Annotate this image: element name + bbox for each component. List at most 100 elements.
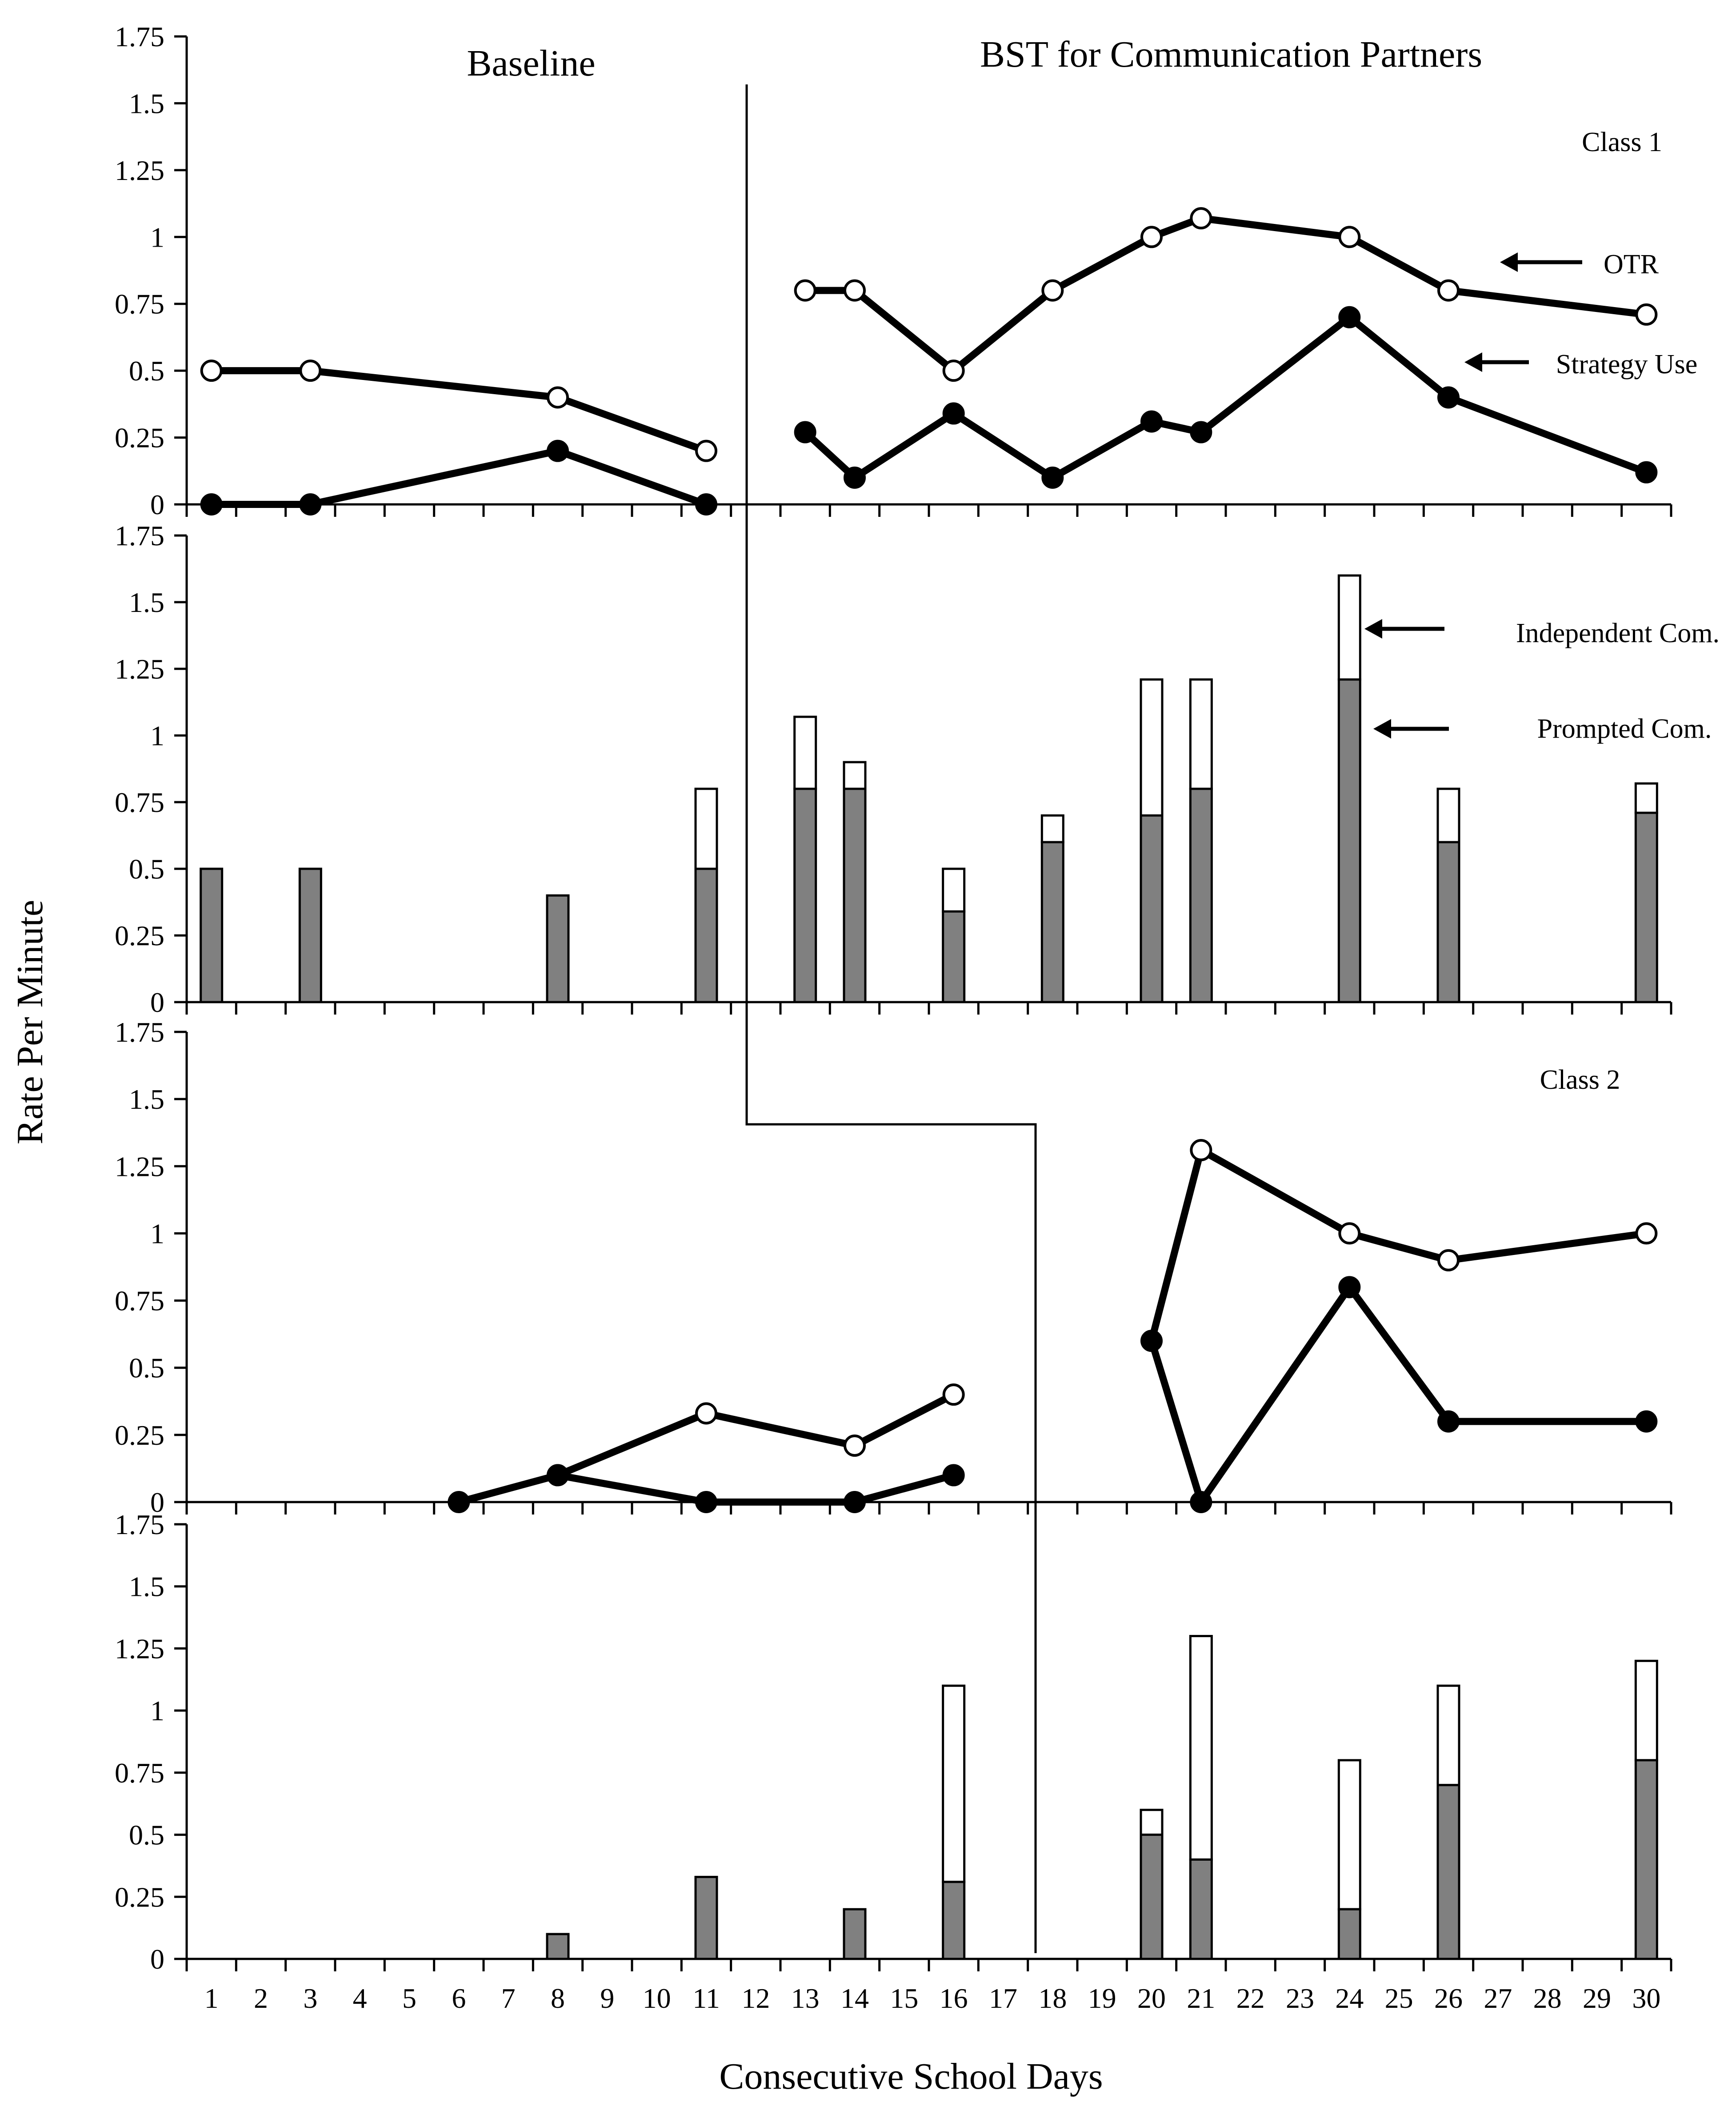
bar-independent-com (942, 1684, 966, 1883)
y-tick-label: 0.25 (115, 1881, 164, 1913)
bar-prompted-com (200, 867, 224, 1003)
data-point-strategy-use (1140, 1330, 1163, 1352)
data-point-otr (1338, 1222, 1361, 1245)
bar-independent-com (1140, 1809, 1164, 1836)
data-point-otr (1190, 1139, 1212, 1162)
data-point-strategy-use (1041, 466, 1064, 489)
x-tick-label: 13 (791, 1982, 820, 2014)
data-point-otr (1635, 1222, 1658, 1245)
data-point-otr (942, 1383, 965, 1406)
bar-independent-com (793, 715, 817, 790)
bar-prompted-com (1634, 811, 1658, 1003)
series-line-strategy-use (1148, 1283, 1647, 1506)
bar-independent-com (942, 867, 966, 913)
y-tick-label: 0.5 (129, 1352, 164, 1384)
y-tick-label: 1 (150, 221, 164, 253)
x-tick-label: 15 (890, 1982, 918, 2014)
bar-independent-com (1337, 1759, 1361, 1910)
x-tick-label: 10 (643, 1982, 671, 2014)
phase-label-baseline: Baseline (467, 43, 595, 84)
annotation-prompted-com: Prompted Com. (1537, 714, 1712, 744)
y-tick-label: 0 (150, 489, 164, 520)
data-point-strategy-use (1190, 421, 1212, 444)
y-tick-label: 0.25 (115, 920, 164, 951)
data-point-otr (1041, 279, 1064, 302)
x-tick-label: 2 (254, 1982, 268, 2014)
bar-independent-com (1634, 782, 1658, 814)
data-point-otr (299, 360, 322, 382)
data-point-strategy-use (1635, 1410, 1658, 1433)
phase-label-bst: BST for Communication Partners (980, 34, 1482, 75)
x-tick-label: 4 (353, 1982, 367, 2014)
arrow-prompted-com-head (1373, 719, 1391, 739)
data-point-strategy-use (1437, 1410, 1460, 1433)
y-tick-label: 1.75 (115, 1016, 164, 1048)
y-tick-label: 0 (150, 1943, 164, 1975)
data-point-strategy-use (695, 1491, 717, 1513)
x-tick-label: 25 (1385, 1982, 1413, 2014)
data-point-otr (1437, 1249, 1460, 1271)
y-tick-label: 0.5 (129, 853, 164, 885)
data-point-strategy-use (942, 1464, 965, 1487)
bar-independent-com (1189, 1634, 1213, 1861)
bar-prompted-com (694, 1876, 718, 1960)
x-tick-label: 29 (1583, 1982, 1611, 2014)
y-tick-label: 1.5 (129, 1083, 164, 1115)
bar-prompted-com (1337, 678, 1361, 1003)
arrow-strategy-use-head (1464, 352, 1482, 372)
annotation-independent-com: Independent Com. (1516, 618, 1720, 648)
data-point-strategy-use (1338, 1276, 1361, 1299)
x-tick-label: 21 (1187, 1982, 1215, 2014)
bar-prompted-com (843, 1908, 867, 1960)
bar-independent-com (843, 761, 867, 790)
bar-prompted-com (942, 1881, 966, 1960)
x-tick-label: 14 (840, 1982, 869, 2014)
x-tick-label: 20 (1137, 1982, 1166, 2014)
y-tick-label: 1 (150, 720, 164, 751)
panel-class2-lines: Class 2 0 0.25 0.5 0.75 1 1.25 1.5 1.75 (115, 1016, 1672, 1518)
data-point-strategy-use (299, 493, 322, 516)
x-tick-label: 18 (1038, 1982, 1067, 2014)
data-point-otr (1437, 279, 1460, 302)
bar-prompted-com (843, 787, 867, 1003)
bar-prompted-com (1337, 1908, 1361, 1960)
bar-independent-com (1634, 1659, 1658, 1762)
bar-prompted-com (1140, 1834, 1164, 1960)
y-tick-label: 0 (150, 987, 164, 1018)
data-point-otr (200, 360, 223, 382)
data-point-otr (695, 1402, 717, 1425)
bar-independent-com (1436, 787, 1460, 843)
panel-label-class2: Class 2 (1540, 1065, 1620, 1095)
x-tick-label: 5 (402, 1982, 416, 2014)
connector-line (1148, 1149, 1205, 1342)
x-tick-label: 23 (1286, 1982, 1314, 2014)
data-point-otr (794, 279, 816, 302)
series-line-otr (805, 215, 1647, 375)
x-tick-label: 9 (600, 1982, 614, 2014)
bar-prompted-com (298, 867, 322, 1003)
data-point-otr (1140, 226, 1163, 248)
y-axis-title: Rate Per Minute (9, 900, 51, 1145)
y-tick-label: 0.75 (115, 1285, 164, 1317)
bar-independent-com (1189, 678, 1213, 790)
y-tick-label: 0.75 (115, 288, 164, 320)
annotation-otr: OTR (1604, 249, 1659, 280)
y-tick-label: 1.5 (129, 587, 164, 618)
x-axis-title: Consecutive School Days (719, 2056, 1103, 2097)
bar-prompted-com (1436, 841, 1460, 1003)
data-point-strategy-use (794, 421, 816, 444)
phase-change-lines (745, 84, 1037, 1953)
x-tick-label: 22 (1236, 1982, 1265, 2014)
y-tick-label: 1.25 (115, 1151, 164, 1182)
bar-independent-com (1140, 678, 1164, 817)
bar-prompted-com (546, 894, 570, 1003)
data-point-strategy-use (1190, 1491, 1212, 1513)
y-tick-label: 1 (150, 1218, 164, 1249)
data-point-strategy-use (200, 493, 223, 516)
bar-prompted-com (546, 1933, 570, 1960)
x-tick-label: 1 (204, 1982, 219, 2014)
x-tick-label: 8 (551, 1982, 565, 2014)
data-point-strategy-use (1338, 306, 1361, 328)
y-tick-label: 1.25 (115, 653, 164, 685)
